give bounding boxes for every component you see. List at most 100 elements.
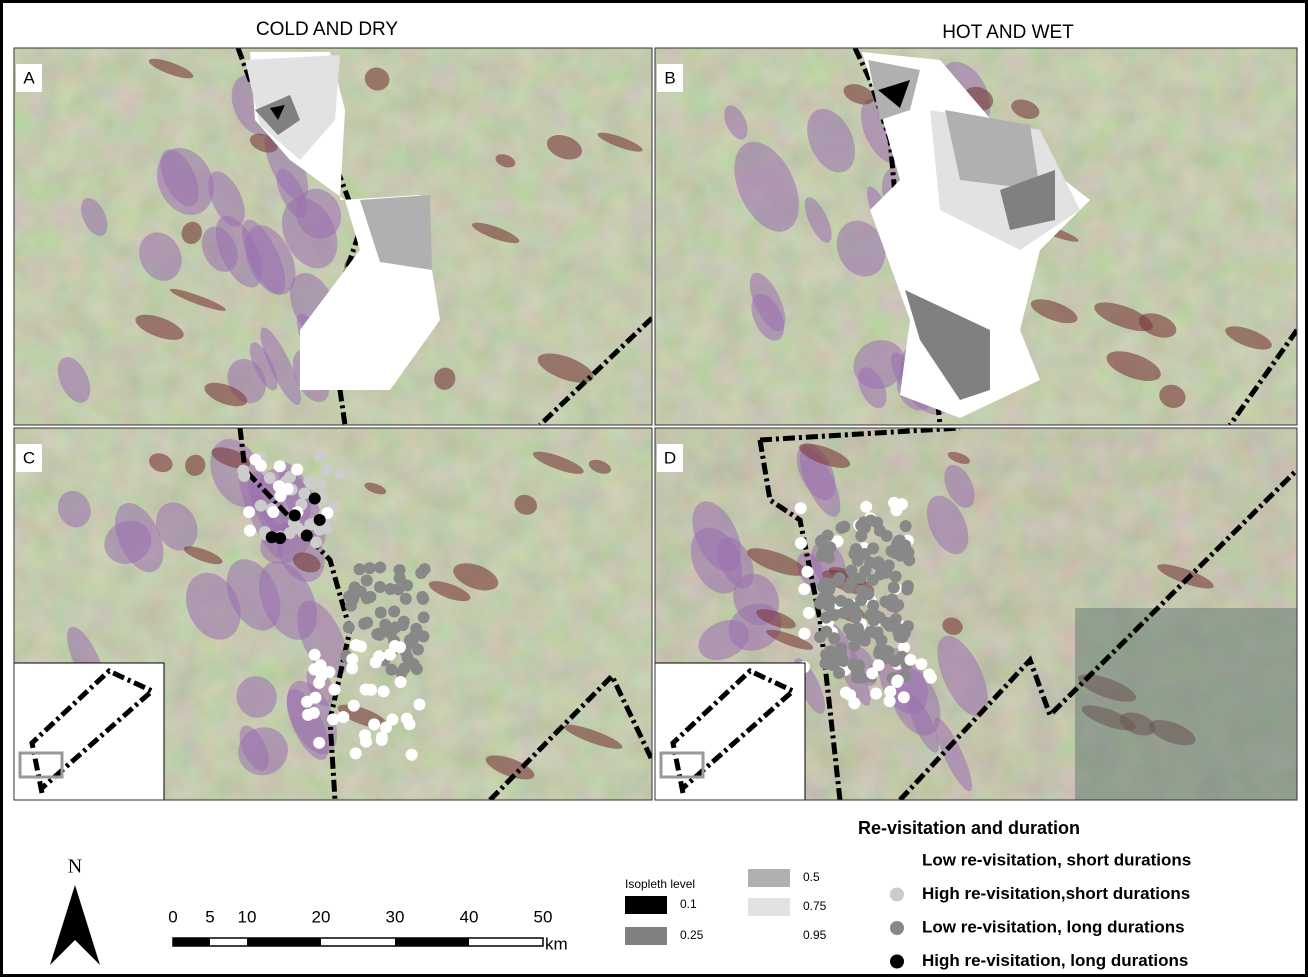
location-point xyxy=(316,670,328,682)
location-point xyxy=(867,574,879,586)
location-point xyxy=(394,564,406,576)
location-point xyxy=(274,460,286,472)
location-point xyxy=(401,713,413,725)
location-point xyxy=(374,581,386,593)
scale-bar-outline xyxy=(173,938,543,946)
location-point xyxy=(860,501,872,513)
location-point xyxy=(406,637,418,649)
location-point xyxy=(795,537,807,549)
location-point xyxy=(350,747,362,759)
location-point xyxy=(337,711,349,723)
location-point xyxy=(859,522,871,534)
location-point xyxy=(364,591,376,603)
location-point xyxy=(395,676,407,688)
location-point xyxy=(856,585,868,597)
scale-tick-label: 20 xyxy=(312,907,331,926)
location-point xyxy=(320,464,332,476)
location-point xyxy=(853,660,865,672)
location-point xyxy=(365,684,377,696)
location-point xyxy=(414,699,426,711)
location-point xyxy=(301,530,313,542)
location-point xyxy=(905,654,917,666)
location-point xyxy=(401,651,413,663)
location-point xyxy=(835,595,847,607)
location-point xyxy=(267,506,279,518)
legend-marker xyxy=(890,921,904,935)
location-point xyxy=(838,521,850,533)
panel-label: B xyxy=(664,68,675,87)
location-point xyxy=(291,464,303,476)
location-point xyxy=(301,696,313,708)
legend-swatch xyxy=(748,898,790,916)
figure: ABCD COLD AND DRY HOT AND WET N 05102030… xyxy=(0,0,1308,977)
location-point xyxy=(289,509,301,521)
location-point xyxy=(376,734,388,746)
map-panel xyxy=(655,48,1297,425)
location-point xyxy=(329,684,341,696)
location-point xyxy=(798,583,810,595)
location-point xyxy=(855,629,867,641)
map-panel xyxy=(655,428,1297,813)
location-point xyxy=(870,688,882,700)
location-point xyxy=(249,454,261,466)
location-point xyxy=(828,609,840,621)
location-point xyxy=(373,650,385,662)
location-point xyxy=(350,639,362,651)
location-point xyxy=(264,472,276,484)
location-point xyxy=(343,621,355,633)
location-point xyxy=(309,649,321,661)
location-point xyxy=(392,583,404,595)
location-point xyxy=(360,736,372,748)
scale-tick-label: 5 xyxy=(205,907,214,926)
location-point xyxy=(873,659,885,671)
location-point xyxy=(803,607,815,619)
location-point xyxy=(820,649,832,661)
location-point xyxy=(843,581,855,593)
location-point xyxy=(314,450,326,462)
legend-label: 0.75 xyxy=(803,899,827,913)
scale-tick-label: 50 xyxy=(534,907,553,926)
scale-segment xyxy=(395,938,469,946)
column-title: HOT AND WET xyxy=(942,22,1074,43)
location-point xyxy=(374,561,386,573)
location-point xyxy=(900,520,912,532)
legend-swatch xyxy=(625,896,667,914)
location-point xyxy=(889,655,901,667)
location-point xyxy=(399,662,411,674)
legend-swatch xyxy=(748,869,790,887)
location-point xyxy=(823,584,835,596)
location-point xyxy=(845,565,857,577)
legend-marker xyxy=(890,955,904,969)
location-point xyxy=(388,605,400,617)
location-point xyxy=(361,617,373,629)
legend-swatch xyxy=(748,927,790,945)
location-point xyxy=(844,689,856,701)
location-point xyxy=(892,599,904,611)
location-point xyxy=(891,676,903,688)
location-point xyxy=(394,641,406,653)
legend-swatch xyxy=(625,927,667,945)
location-point xyxy=(375,607,387,619)
scale-unit: km xyxy=(545,934,568,953)
dark-region xyxy=(1075,608,1297,808)
panel-label: A xyxy=(23,68,35,87)
column-title: COLD AND DRY xyxy=(256,19,399,40)
location-point xyxy=(915,658,927,670)
location-point xyxy=(837,655,849,667)
location-point xyxy=(305,478,317,490)
location-point xyxy=(898,691,910,703)
location-point xyxy=(888,582,900,594)
location-point xyxy=(361,575,373,587)
location-point xyxy=(266,531,278,543)
location-point xyxy=(238,470,250,482)
location-point xyxy=(864,557,876,569)
scale-tick-label: 40 xyxy=(460,907,479,926)
location-point xyxy=(864,609,876,621)
location-point xyxy=(848,640,860,652)
legend-label: Low re-visitation, short durations xyxy=(922,850,1191,869)
legend-label: 0.25 xyxy=(680,928,704,942)
scale-tick-label: 0 xyxy=(168,907,177,926)
location-point xyxy=(353,563,365,575)
north-label: N xyxy=(68,856,82,878)
location-point xyxy=(406,749,418,761)
